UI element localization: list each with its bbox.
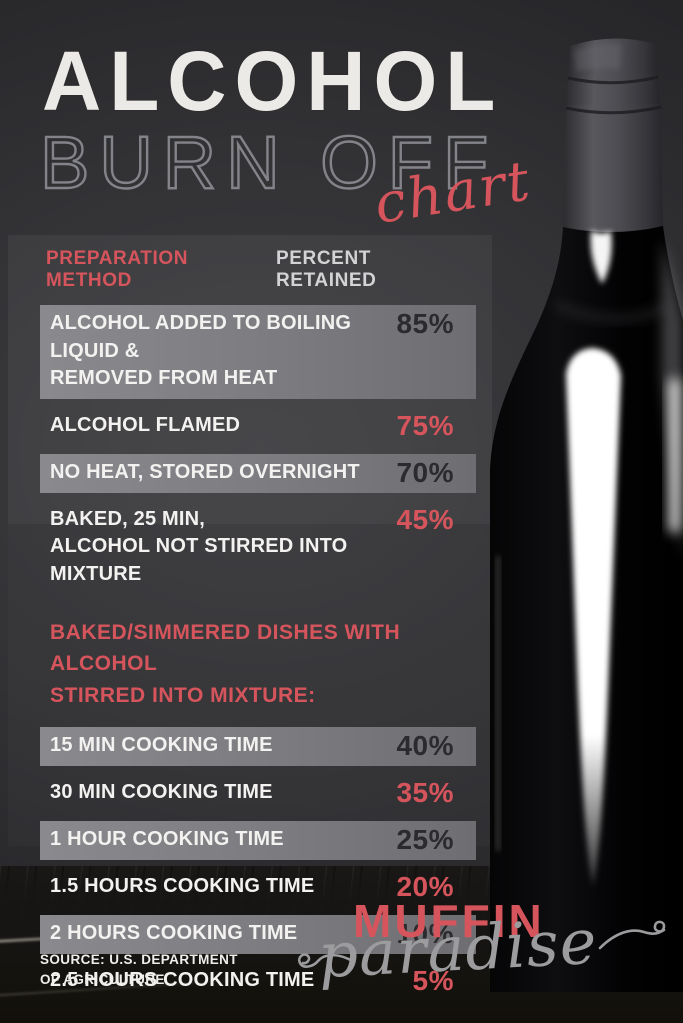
column-header-method: PREPARATION METHOD	[46, 248, 189, 291]
table-row: 1 HOUR COOKING TIME 25%	[40, 821, 476, 861]
row-percent-value: 20%	[396, 871, 454, 903]
table-header-row: PREPARATION METHOD PERCENT RETAINED	[40, 248, 476, 292]
row-percent-value: 10%	[396, 918, 454, 950]
row-label: 15 MIN COOKING TIME	[50, 734, 273, 757]
table-row: 15 MIN COOKING TIME 40%	[40, 727, 476, 767]
table-row: ALCOHOL ADDED TO BOILING LIQUID & REMOVE…	[40, 305, 476, 399]
table-section-header: BAKED/SIMMERED DISHES WITH ALCOHOL STIRR…	[50, 620, 401, 707]
row-label: 30 MIN COOKING TIME	[50, 781, 273, 804]
row-percent-value: 40%	[396, 730, 454, 762]
row-label: ALCOHOL ADDED TO BOILING LIQUID & REMOVE…	[50, 312, 352, 390]
table-row: NO HEAT, STORED OVERNIGHT 70%	[40, 453, 476, 493]
table-row: 2.5 HOURS COOKING TIME 5%	[40, 962, 476, 1001]
row-label: 2.5 HOURS COOKING TIME	[50, 969, 315, 992]
row-percent-value: 45%	[396, 503, 454, 535]
table-row: BAKED, 25 MIN, ALCOHOL NOT STIRRED INTO …	[40, 501, 476, 595]
flourish-right-icon	[598, 920, 666, 950]
title-alcohol: ALCOHOL	[42, 35, 504, 129]
brand-name-paradise: paradise	[316, 904, 600, 993]
row-percent-value: 70%	[396, 456, 454, 488]
row-label: 1.5 HOURS COOKING TIME	[50, 875, 315, 898]
table-row: ALCOHOL FLAMED 75%	[40, 407, 476, 446]
source-note: SOURCE: U.S. DEPARTMENT OF AGRICULTURE	[40, 952, 238, 988]
row-label: ALCOHOL FLAMED	[50, 413, 241, 436]
flourish-left-icon	[298, 953, 356, 968]
row-percent-value: 25%	[396, 824, 454, 856]
row-label: BAKED, 25 MIN, ALCOHOL NOT STIRRED INTO …	[50, 507, 348, 585]
row-label: 2 HOURS COOKING TIME	[50, 922, 298, 945]
table-row: 30 MIN COOKING TIME 35%	[40, 774, 476, 813]
table-row: 2 HOURS COOKING TIME 10%	[40, 915, 476, 955]
row-percent-value: 5%	[412, 965, 454, 997]
table-rows-bottom: 15 MIN COOKING TIME 40% 30 MIN COOKING TIM…	[40, 727, 476, 1001]
table-row: 1.5 HOURS COOKING TIME 20%	[40, 868, 476, 907]
brand-logo: MUFFIN paradise	[298, 886, 683, 1023]
row-label: NO HEAT, STORED OVERNIGHT	[50, 460, 360, 483]
title-burn-off: BURN OFF	[39, 120, 499, 205]
row-percent-value: 35%	[396, 777, 454, 809]
column-header-percent: PERCENT RETAINED	[275, 248, 377, 291]
row-percent-value: 75%	[396, 409, 454, 441]
brand-name-muffin: MUFFIN	[353, 895, 545, 947]
row-label: 1 HOUR COOKING TIME	[50, 828, 284, 851]
row-percent-value: 85%	[396, 308, 454, 339]
table-rows-top: ALCOHOL ADDED TO BOILING LIQUID & REMOVE…	[40, 305, 476, 595]
burnoff-table: PREPARATION METHOD PERCENT RETAINED ALCO…	[40, 248, 476, 1009]
